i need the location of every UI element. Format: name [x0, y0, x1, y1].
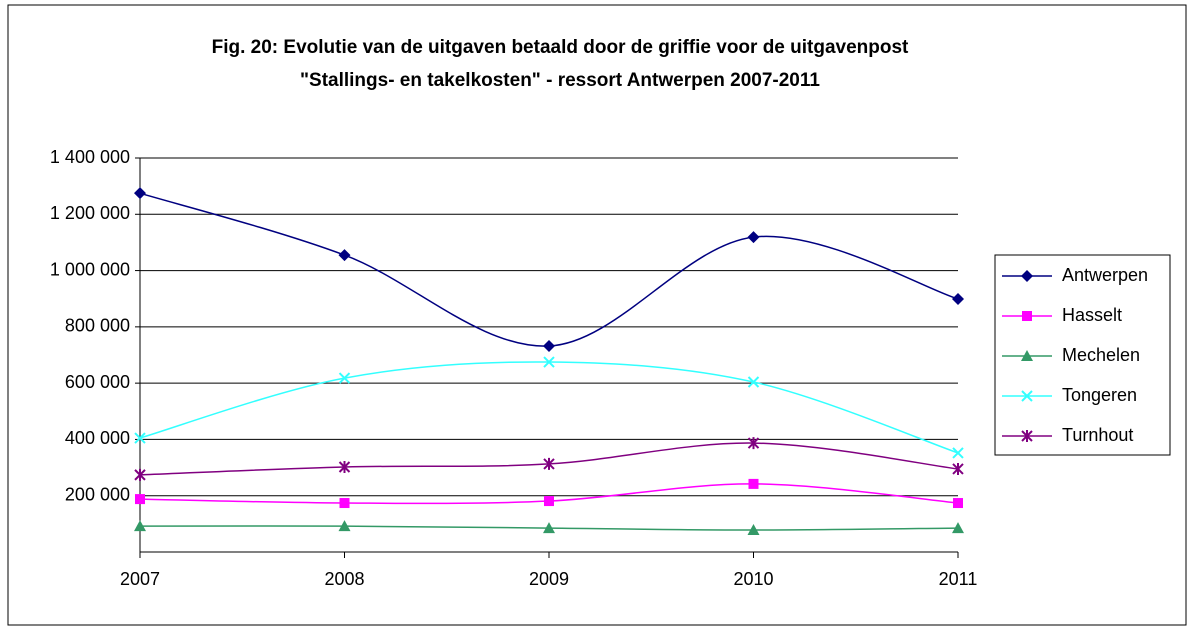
legend-box	[994, 254, 1171, 456]
marker	[543, 356, 555, 368]
chart-border	[7, 4, 1187, 626]
y-tick-label: 800 000	[65, 316, 130, 336]
y-tick-label: 1 400 000	[50, 147, 130, 167]
y-tick-label: 200 000	[65, 484, 130, 504]
marker	[543, 339, 555, 352]
marker	[543, 522, 555, 534]
marker	[1021, 270, 1033, 282]
marker	[953, 498, 963, 509]
legend-label: Turnhout	[1062, 425, 1133, 445]
chart-title: "Stallings- en takelkosten" - ressort An…	[300, 70, 820, 91]
marker	[134, 432, 146, 444]
x-tick-label: 2011	[939, 569, 978, 589]
marker	[135, 494, 145, 505]
marker	[338, 461, 351, 474]
marker	[338, 520, 351, 532]
marker	[543, 457, 555, 470]
marker	[952, 292, 964, 305]
x-tick-label: 2010	[733, 569, 773, 589]
marker	[134, 187, 146, 200]
y-tick-label: 600 000	[65, 372, 130, 392]
marker	[338, 249, 351, 262]
marker	[134, 468, 146, 481]
marker	[952, 462, 964, 475]
legend-label: Antwerpen	[1062, 265, 1148, 285]
y-tick-label: 1 200 000	[50, 203, 130, 223]
marker	[1021, 430, 1033, 442]
marker	[747, 376, 760, 388]
marker	[1021, 390, 1033, 402]
marker	[952, 447, 964, 459]
marker	[747, 524, 760, 536]
y-tick-label: 400 000	[65, 428, 130, 448]
marker	[339, 498, 350, 509]
x-tick-label: 2008	[324, 569, 364, 589]
y-tick-label: 1 000 000	[50, 259, 130, 279]
legend-label: Mechelen	[1062, 345, 1140, 365]
marker	[338, 372, 351, 384]
legend-label: Hasselt	[1062, 305, 1122, 325]
chart-title: Fig. 20: Evolutie van de uitgaven betaal…	[212, 37, 909, 58]
legend-label: Tongeren	[1062, 385, 1137, 405]
marker	[134, 520, 146, 532]
marker	[544, 496, 554, 507]
x-tick-label: 2007	[120, 569, 160, 589]
marker	[952, 522, 964, 534]
marker	[1022, 311, 1032, 321]
marker	[1021, 350, 1033, 361]
marker	[747, 231, 760, 244]
x-tick-label: 2009	[529, 569, 569, 589]
marker	[747, 437, 760, 450]
marker	[748, 478, 759, 489]
